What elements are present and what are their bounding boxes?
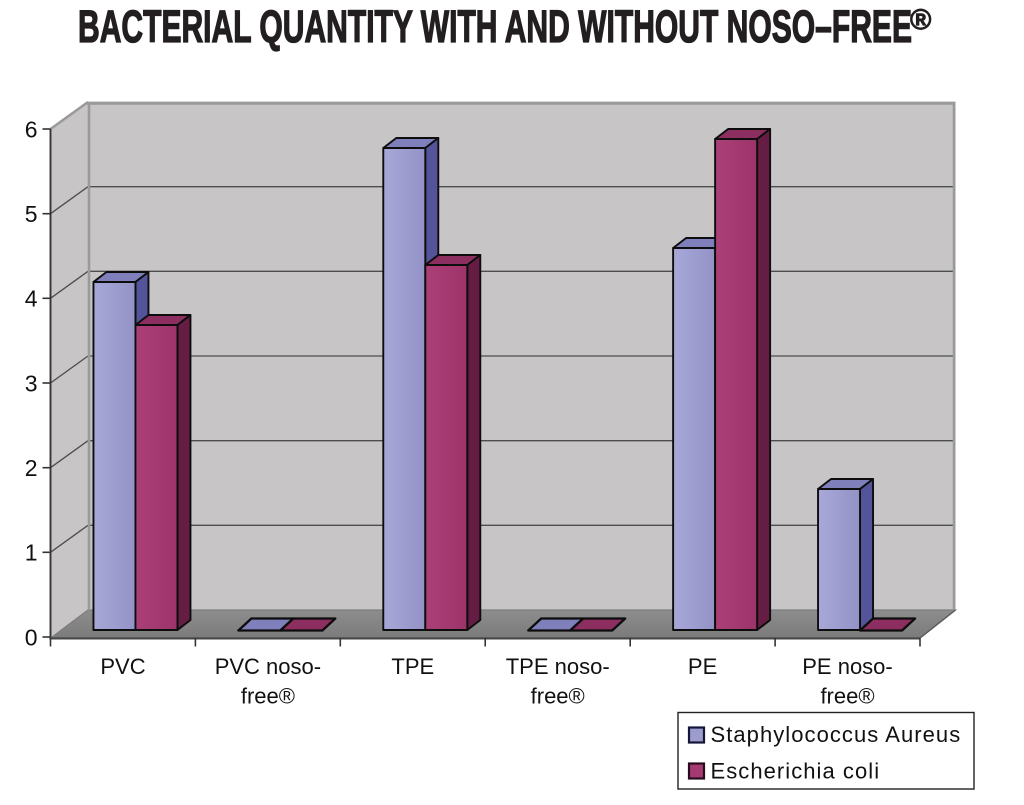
svg-text:4: 4 [25, 286, 38, 312]
svg-text:TPE: TPE [391, 654, 434, 679]
svg-text:2: 2 [25, 455, 38, 481]
svg-text:®: ® [910, 5, 931, 37]
svg-text:5: 5 [25, 201, 38, 227]
svg-text:BACTERIAL QUANTITY WITH AND WI: BACTERIAL QUANTITY WITH AND WITHOUT NOSO… [78, 1, 912, 52]
svg-text:TPE noso-: TPE noso- [506, 654, 610, 679]
svg-text:0: 0 [25, 624, 38, 650]
svg-text:3: 3 [25, 370, 38, 396]
svg-text:Escherichia coli: Escherichia coli [711, 759, 881, 784]
svg-text:6: 6 [25, 116, 38, 142]
svg-text:PE noso-: PE noso- [802, 654, 893, 679]
svg-text:PE: PE [688, 654, 717, 679]
svg-text:PVC noso-: PVC noso- [215, 654, 321, 679]
svg-text:PVC: PVC [100, 654, 145, 679]
svg-text:free®: free® [241, 684, 295, 709]
svg-text:Staphylococcus Aureus: Staphylococcus Aureus [711, 722, 962, 747]
svg-text:free®: free® [531, 684, 585, 709]
svg-text:1: 1 [25, 540, 38, 566]
svg-text:free®: free® [820, 684, 874, 709]
